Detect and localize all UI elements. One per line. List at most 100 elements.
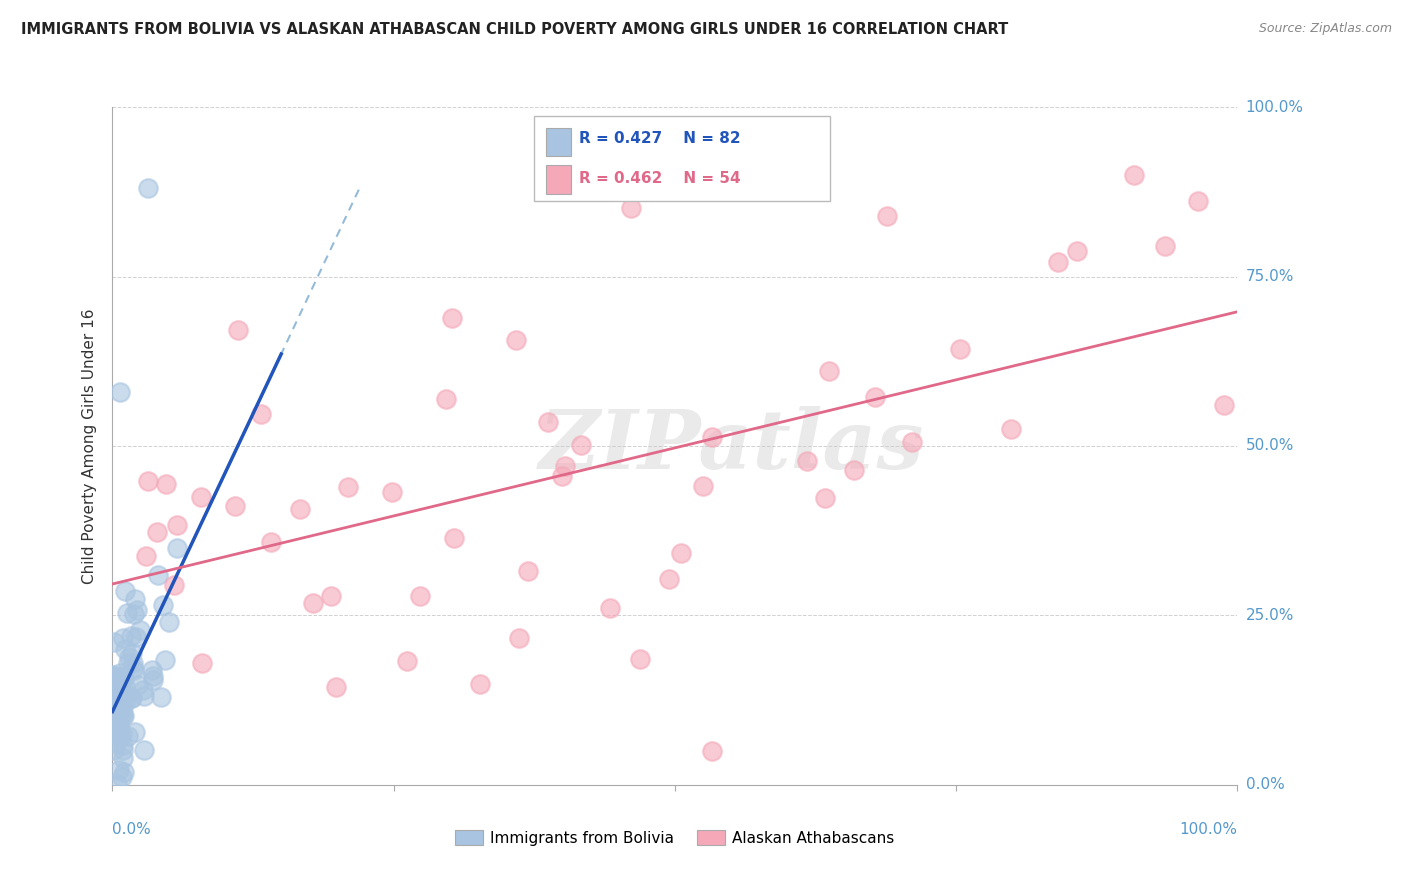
Point [620,201,643,215]
Point [104,702,127,716]
Text: 0.0%: 0.0% [1246,778,1284,792]
Point [120,630,142,644]
Point [118,649,141,664]
Point [107,717,129,731]
Point [551,468,574,483]
Point [842,462,865,476]
Point [692,479,714,493]
Text: R = 0.462    N = 54: R = 0.462 N = 54 [579,171,741,186]
Point [569,437,592,451]
Text: 75.0%: 75.0% [1246,269,1294,284]
Point [700,430,723,444]
Text: Source: ZipAtlas.com: Source: ZipAtlas.com [1258,22,1392,36]
Point [226,323,249,337]
Point [381,485,404,500]
Point [146,568,169,582]
Point [112,709,135,723]
Point [105,697,128,711]
Point [599,600,621,615]
Point [114,679,136,693]
Point [250,407,273,421]
Point [103,742,125,756]
Point [441,310,464,325]
Point [111,701,134,715]
Text: R = 0.427    N = 82: R = 0.427 N = 82 [579,131,741,145]
Point [105,777,128,791]
Point [112,764,135,779]
Point [166,517,188,532]
Text: 100.0%: 100.0% [1180,822,1237,838]
Point [125,630,148,644]
Point [301,596,323,610]
Point [104,698,127,712]
Point [108,687,131,701]
Point [146,524,169,539]
Point [508,631,530,645]
Point [117,656,139,670]
Point [104,727,127,741]
Point [628,651,651,665]
Point [132,689,155,703]
Point [110,693,132,707]
Point [142,673,165,687]
Text: 100.0%: 100.0% [1246,100,1303,114]
Point [1000,422,1022,436]
Point [153,652,176,666]
Point [114,641,136,656]
Point [949,342,972,356]
Point [103,725,125,739]
Point [142,669,165,683]
Point [191,657,214,671]
Point [443,531,465,545]
Point [1187,194,1209,208]
Point [1154,239,1177,253]
Point [111,727,134,741]
Point [122,607,145,621]
Point [115,606,138,620]
Point [260,535,283,549]
Point [101,673,124,687]
Text: 0.0%: 0.0% [112,822,152,838]
Point [134,742,156,756]
Point [396,654,419,668]
Point [117,729,139,743]
Point [121,690,143,705]
Point [901,434,924,449]
Point [110,673,132,687]
Point [112,670,135,684]
Point [104,712,127,726]
Text: 50.0%: 50.0% [1246,439,1294,453]
Point [669,546,692,560]
Point [121,646,143,660]
Point [224,500,246,514]
Point [135,549,157,563]
Point [108,729,131,743]
Point [157,615,180,630]
Point [136,474,159,488]
Point [470,677,492,691]
Point [152,598,174,612]
Point [409,589,432,603]
Point [554,458,576,473]
Point [110,666,132,681]
Point [124,591,146,606]
Point [127,603,149,617]
Point [112,751,135,765]
Point [107,763,129,777]
Point [103,669,125,683]
Point [107,684,129,698]
Point [105,736,128,750]
Point [110,689,132,703]
Point [127,678,149,692]
Point [111,742,134,756]
Point [876,209,898,223]
Point [103,679,125,693]
Point [132,682,155,697]
Point [112,671,135,685]
Point [111,706,134,721]
Point [814,491,837,505]
Point [105,710,128,724]
Point [336,480,359,494]
Point [1123,168,1146,182]
Text: 25.0%: 25.0% [1246,608,1294,623]
